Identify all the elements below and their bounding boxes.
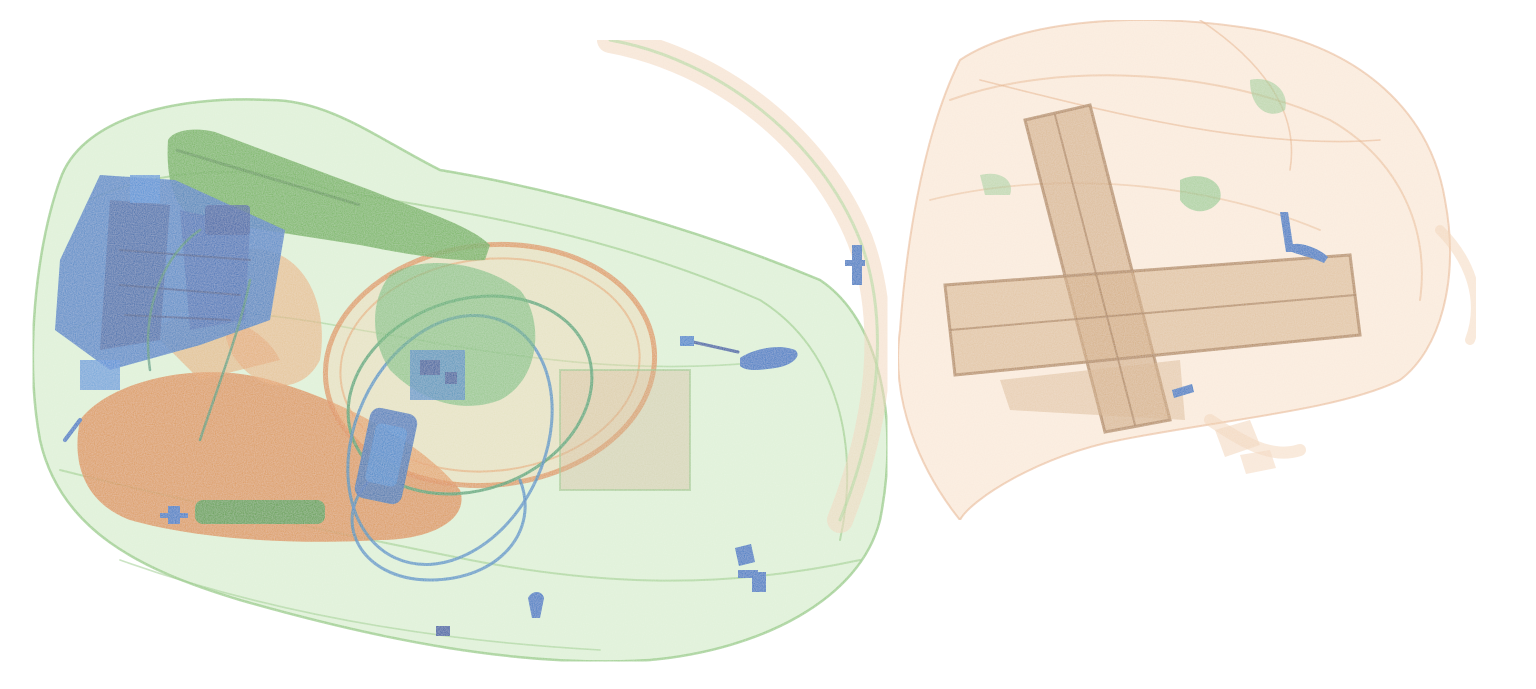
- laptop-battery-pack: [55, 175, 285, 390]
- backpack: [31, 27, 891, 663]
- zipper-pulls: [63, 245, 865, 636]
- green-tube: [195, 500, 325, 524]
- circuit-board: [375, 263, 536, 406]
- handbag: [897, 19, 1481, 522]
- cylindrical-battery: [354, 407, 418, 505]
- organic-mass: [77, 372, 462, 542]
- handbag-zipper-pulls: [1172, 212, 1328, 398]
- organic-block: [559, 369, 691, 491]
- cross-shaped-frame: [943, 103, 1362, 434]
